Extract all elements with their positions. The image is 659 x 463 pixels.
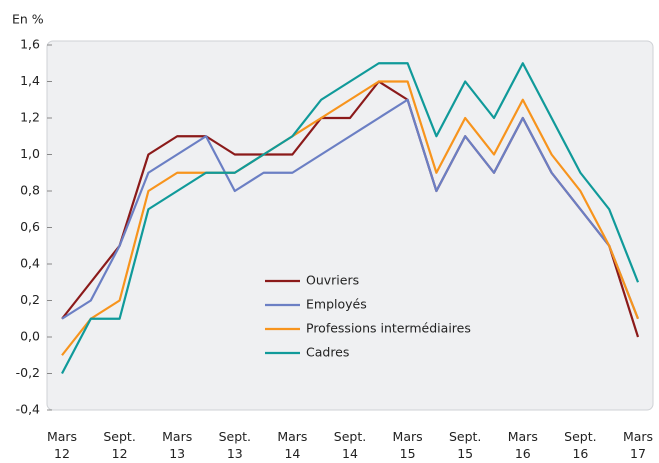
x-tick-label: Sept. 12 xyxy=(103,429,136,461)
y-tick-label: 1,4 xyxy=(20,73,40,88)
x-tick-label: Mars 15 xyxy=(392,429,423,461)
y-tick-label: 0,8 xyxy=(20,183,40,198)
y-tick-label: 0,0 xyxy=(20,329,40,344)
x-tick-label: Sept. 13 xyxy=(218,429,252,461)
x-tick-label: Mars 16 xyxy=(507,429,538,461)
x-tick-label: Mars 14 xyxy=(277,429,308,461)
x-tick-label: Sept. 16 xyxy=(564,429,597,461)
y-tick-label: -0,4 xyxy=(16,402,40,417)
legend-label: Ouvriers xyxy=(306,273,359,288)
y-tick-label: 0,6 xyxy=(20,219,40,234)
x-tick-label: Sept. 14 xyxy=(333,429,367,461)
y-unit: En % xyxy=(12,12,44,27)
series-line xyxy=(61,80,640,356)
y-tick-label: 1,0 xyxy=(20,146,40,161)
legend-label: Cadres xyxy=(306,345,349,360)
y-tick-label: 0,4 xyxy=(20,256,40,271)
y-tick-label: 1,6 xyxy=(20,37,40,52)
y-tick-label: 1,2 xyxy=(20,110,40,125)
x-tick-label: Mars 13 xyxy=(162,429,193,461)
x-tick-label: Sept. 15 xyxy=(448,429,482,461)
legend-label: Employés xyxy=(306,297,367,312)
plot-area xyxy=(46,40,654,411)
x-tick-label: Mars 12 xyxy=(46,429,78,461)
x-tick-label: Mars 17 xyxy=(622,429,654,461)
y-tick-label: 0,2 xyxy=(20,292,40,307)
legend-label: Professions intermédiaires xyxy=(306,321,471,336)
series-line xyxy=(61,62,640,375)
y-tick-label: -0,2 xyxy=(16,365,40,380)
series-line xyxy=(61,98,640,320)
